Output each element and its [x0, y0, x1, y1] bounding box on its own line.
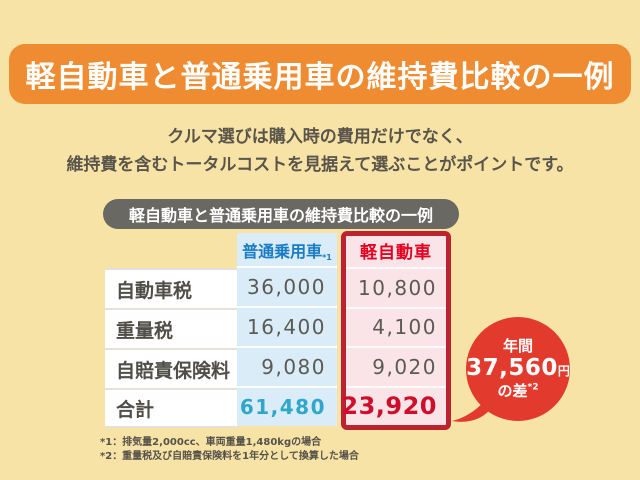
regular-automobile-tax-value: 36,000: [237, 266, 337, 306]
row-label-liability-insurance: 自賠責保険料: [105, 348, 237, 388]
footnote-ref-1: *1: [322, 253, 332, 262]
intro-line-1: クルマ選びは購入時の費用だけでなく、: [167, 127, 473, 147]
footnotes: *1：排気量2,000cc、車両重量1,480kgの場合 *2：重量税及び自賠責…: [100, 436, 359, 464]
row-label-automobile-tax: 自動車税: [105, 268, 237, 308]
bubble-line-difference: の差*2: [498, 382, 539, 400]
intro-text: クルマ選びは購入時の費用だけでなく、 維持費を含むトータルコストを見据えて選ぶこ…: [0, 123, 640, 179]
regular-weight-tax-value: 16,400: [237, 306, 337, 346]
bubble-difference-label: の差: [497, 381, 528, 400]
kei-total-value: 23,920: [341, 385, 446, 426]
bubble-amount: 37,560: [466, 355, 558, 382]
row-label-weight-tax: 重量税: [105, 308, 237, 348]
footnote-1: *1：排気量2,000cc、車両重量1,480kgの場合: [100, 437, 322, 448]
regular-car-column: 普通乗用車 *1 36,000 16,400 9,080 61,480: [237, 233, 337, 426]
bubble-unit-yen: 円: [557, 364, 570, 379]
row-label-total: 合計: [105, 388, 237, 428]
regular-total-value: 61,480: [237, 386, 337, 426]
bubble-amount-row: 37,560円: [466, 355, 570, 381]
table-caption: 軽自動車と普通乗用車の維持費比較の一例: [103, 199, 459, 229]
footnote-ref-2: *2: [527, 382, 539, 393]
kei-car-header: 軽自動車: [360, 243, 432, 263]
kei-weight-tax-value: 4,100: [346, 306, 446, 347]
regular-car-header: 普通乗用車 *1: [237, 233, 337, 266]
page-title: 軽自動車と普通乗用車の維持費比較の一例: [9, 44, 631, 104]
kei-liability-insurance-value: 9,020: [346, 346, 446, 386]
footnote-2: *2：重量税及び自賠責保険料を1年分として換算した場合: [100, 451, 359, 462]
bubble-line-annual: 年間: [502, 336, 533, 355]
table-label-column: 自動車税 重量税 自賠責保険料 合計: [105, 268, 237, 428]
regular-car-header-label: 普通乗用車: [242, 242, 323, 261]
regular-liability-insurance-value: 9,080: [237, 346, 337, 386]
speech-bubble-tail: [452, 391, 492, 422]
intro-line-2: 維持費を含むトータルコストを見据えて選ぶことがポイントです。: [66, 155, 574, 175]
kei-automobile-tax-value: 10,800: [346, 267, 446, 307]
kei-car-column: 軽自動車 10,800 4,100 9,020 23,920: [341, 231, 451, 430]
